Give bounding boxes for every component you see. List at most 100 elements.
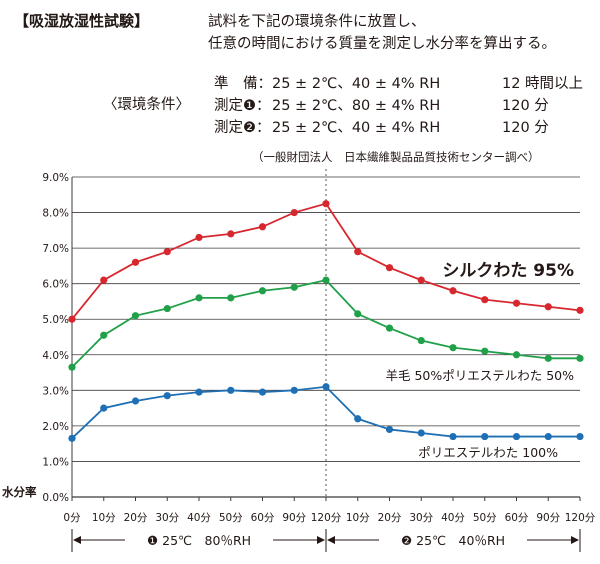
y-tick-label: 8.0%	[42, 208, 69, 220]
x-tick-label: 90分	[282, 512, 306, 524]
data-point	[227, 386, 235, 394]
data-point	[68, 315, 76, 323]
data-point	[481, 296, 489, 304]
data-point	[544, 354, 552, 362]
data-point	[290, 208, 298, 217]
y-tick-label: 9.0%	[42, 172, 69, 184]
data-point	[100, 331, 108, 339]
condition-name: 測定❶：	[214, 98, 271, 114]
condition-row-prep: 準 備：25 ± 2℃、40 ± 4% RH 12 時間以上	[214, 72, 583, 93]
data-point	[354, 310, 362, 318]
description-line-2: 任意の時間における質量を測定し水分率を算出する。	[208, 36, 556, 52]
data-point	[195, 233, 203, 242]
data-point	[322, 383, 330, 391]
x-tick-label: 50分	[473, 512, 497, 524]
x-tick-label: 10分	[92, 512, 116, 524]
condition-value: 25 ± 2℃、80 ± 4% RH	[272, 98, 441, 114]
data-point	[163, 248, 171, 256]
x-tick-label: 60分	[505, 512, 529, 524]
x-tick-label: 60分	[251, 512, 275, 524]
data-point	[322, 200, 330, 208]
data-source: （一般財団法人 日本繊維製品品質技術センター調べ）	[252, 150, 540, 164]
condition-value: 25 ± 2℃、40 ± 4% RH	[272, 120, 441, 136]
y-tick-label: 3.0%	[42, 385, 69, 397]
series-label: ポリエステルわた 100%	[418, 445, 558, 460]
data-point	[481, 347, 489, 355]
data-point	[163, 304, 171, 313]
data-point	[290, 386, 298, 394]
data-point	[258, 287, 267, 295]
data-point	[258, 223, 267, 231]
x-tick-label: 40分	[441, 512, 465, 524]
data-point	[131, 258, 140, 266]
data-point	[512, 351, 521, 359]
data-point	[195, 294, 203, 302]
description-line-1: 試料を下記の環境条件に放置し、	[208, 14, 426, 30]
y-tick-label: 1.0%	[42, 456, 69, 468]
condition-row-measure-1: 測定❶： 25 ± 2℃、80 ± 4% RH 120 分	[214, 94, 549, 115]
data-point	[576, 432, 584, 441]
data-point	[385, 425, 394, 434]
phase-label: ❶ 25℃ 80％RH	[147, 533, 251, 548]
data-point	[354, 415, 362, 423]
data-point	[576, 306, 584, 314]
data-point	[195, 388, 203, 396]
data-point	[385, 324, 394, 332]
data-point	[290, 283, 298, 291]
data-point	[100, 276, 108, 284]
x-tick-label: 0分	[63, 512, 81, 524]
x-tick-label: 30分	[409, 512, 433, 524]
arrow-head-right	[571, 536, 579, 544]
condition-name: 準 備：	[214, 76, 272, 92]
arrow-head-left	[73, 536, 81, 544]
data-point	[322, 276, 330, 284]
series-label: 羊毛 50%ポリエステルわた 50%	[385, 368, 574, 383]
x-tick-label: 120分	[565, 512, 596, 524]
x-tick-label: 20分	[124, 512, 148, 524]
y-tick-label: 4.0%	[42, 350, 69, 362]
data-point	[163, 392, 171, 400]
x-tick-label: 10分	[346, 512, 370, 524]
data-point	[449, 344, 457, 352]
data-point	[512, 432, 521, 441]
data-point	[449, 287, 457, 295]
data-point	[100, 404, 108, 412]
data-point	[544, 303, 552, 311]
x-tick-label: 30分	[155, 512, 179, 524]
y-tick-label: 7.0%	[42, 243, 69, 255]
data-point	[417, 429, 425, 437]
x-tick-label: 50分	[219, 512, 243, 524]
arrow-head-left	[327, 536, 335, 544]
series-label: シルクわた 95%	[442, 261, 574, 281]
x-tick-label: 40分	[187, 512, 211, 524]
y-tick-label: 5.0%	[42, 314, 69, 326]
data-point	[68, 363, 76, 371]
data-point	[354, 248, 362, 256]
data-point	[544, 432, 552, 441]
y-tick-label: 2.0%	[42, 421, 69, 433]
y-tick-label: 6.0%	[42, 279, 69, 291]
data-point	[258, 388, 267, 396]
data-point	[227, 294, 235, 302]
condition-name: 測定❷：	[214, 120, 271, 136]
data-point	[417, 336, 425, 345]
data-point	[68, 434, 76, 442]
y-tick-label: 0.0%	[42, 492, 69, 504]
condition-duration: 120 分	[502, 120, 549, 136]
data-point	[449, 432, 457, 441]
data-point	[131, 397, 140, 405]
x-tick-label: 120分	[311, 512, 342, 524]
data-point	[576, 354, 584, 362]
y-axis-label: 水分率	[2, 485, 37, 499]
x-tick-label: 90分	[536, 512, 560, 524]
data-point	[512, 299, 521, 307]
data-point	[417, 276, 425, 284]
conditions-label: 〈環境条件〉	[103, 97, 190, 113]
condition-value: 25 ± 2℃、40 ± 4% RH	[272, 76, 441, 92]
condition-duration: 12 時間以上	[502, 76, 584, 92]
condition-row-measure-2: 測定❷： 25 ± 2℃、40 ± 4% RH 120 分	[214, 116, 549, 137]
condition-duration: 120 分	[502, 98, 549, 114]
data-point	[131, 312, 140, 320]
data-point	[385, 264, 394, 272]
